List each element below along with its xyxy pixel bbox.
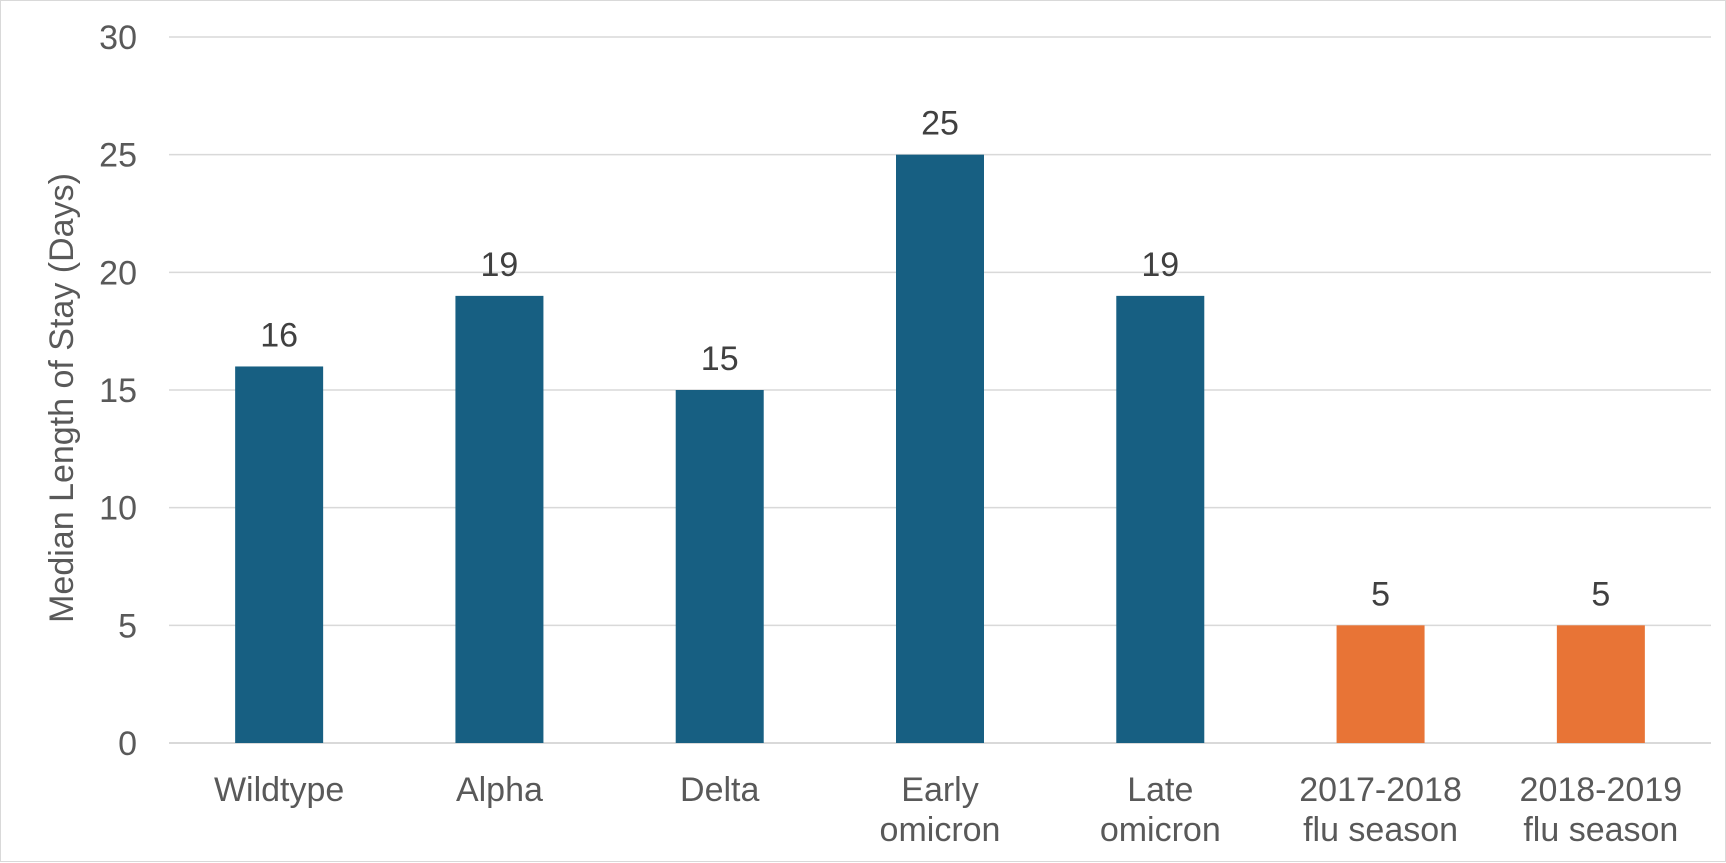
data-label: 5	[1591, 575, 1610, 613]
y-tick-label: 25	[99, 137, 137, 175]
y-tick-label: 0	[118, 725, 137, 763]
data-label: 15	[701, 340, 739, 378]
data-label: 19	[481, 246, 519, 284]
bars	[235, 154, 1645, 743]
bar	[675, 390, 764, 743]
data-label: 25	[921, 105, 959, 143]
y-axis-title: Median Length of Stay (Days)	[43, 173, 81, 623]
data-labels: 16 19 15 25 19 5 5	[260, 105, 1610, 614]
bar	[1116, 295, 1205, 743]
x-tick-label: 2017-2018	[1299, 771, 1462, 809]
x-tick-label: Delta	[680, 771, 759, 809]
x-axis-ticks: Wildtype Alpha Delta EarlyomicronLateomicro…	[214, 771, 1682, 849]
y-axis-ticks: 0 5 10 15 20 25 30	[99, 19, 137, 763]
x-tick-label: omicron	[1100, 811, 1221, 849]
x-tick-label: Wildtype	[214, 771, 344, 809]
bar	[1556, 625, 1645, 743]
data-label: 16	[260, 316, 298, 354]
x-tick-label: flu season	[1523, 811, 1678, 849]
bar	[235, 366, 324, 743]
bar	[1336, 625, 1425, 743]
x-tick-label: omicron	[880, 811, 1001, 849]
bar	[896, 154, 984, 743]
y-tick-label: 30	[99, 19, 137, 57]
x-tick-label: 2018-2019	[1520, 771, 1683, 809]
bar	[455, 295, 544, 743]
data-label: 19	[1141, 246, 1179, 284]
y-tick-label: 5	[118, 607, 137, 645]
x-tick-label: Late	[1127, 771, 1193, 809]
x-tick-label: flu season	[1303, 811, 1458, 849]
y-tick-label: 20	[99, 254, 137, 292]
y-tick-label: 15	[99, 372, 137, 410]
data-label: 5	[1371, 575, 1390, 613]
y-tick-label: 10	[99, 490, 137, 528]
x-tick-label: Alpha	[456, 771, 543, 809]
x-tick-label: Early	[901, 771, 978, 809]
